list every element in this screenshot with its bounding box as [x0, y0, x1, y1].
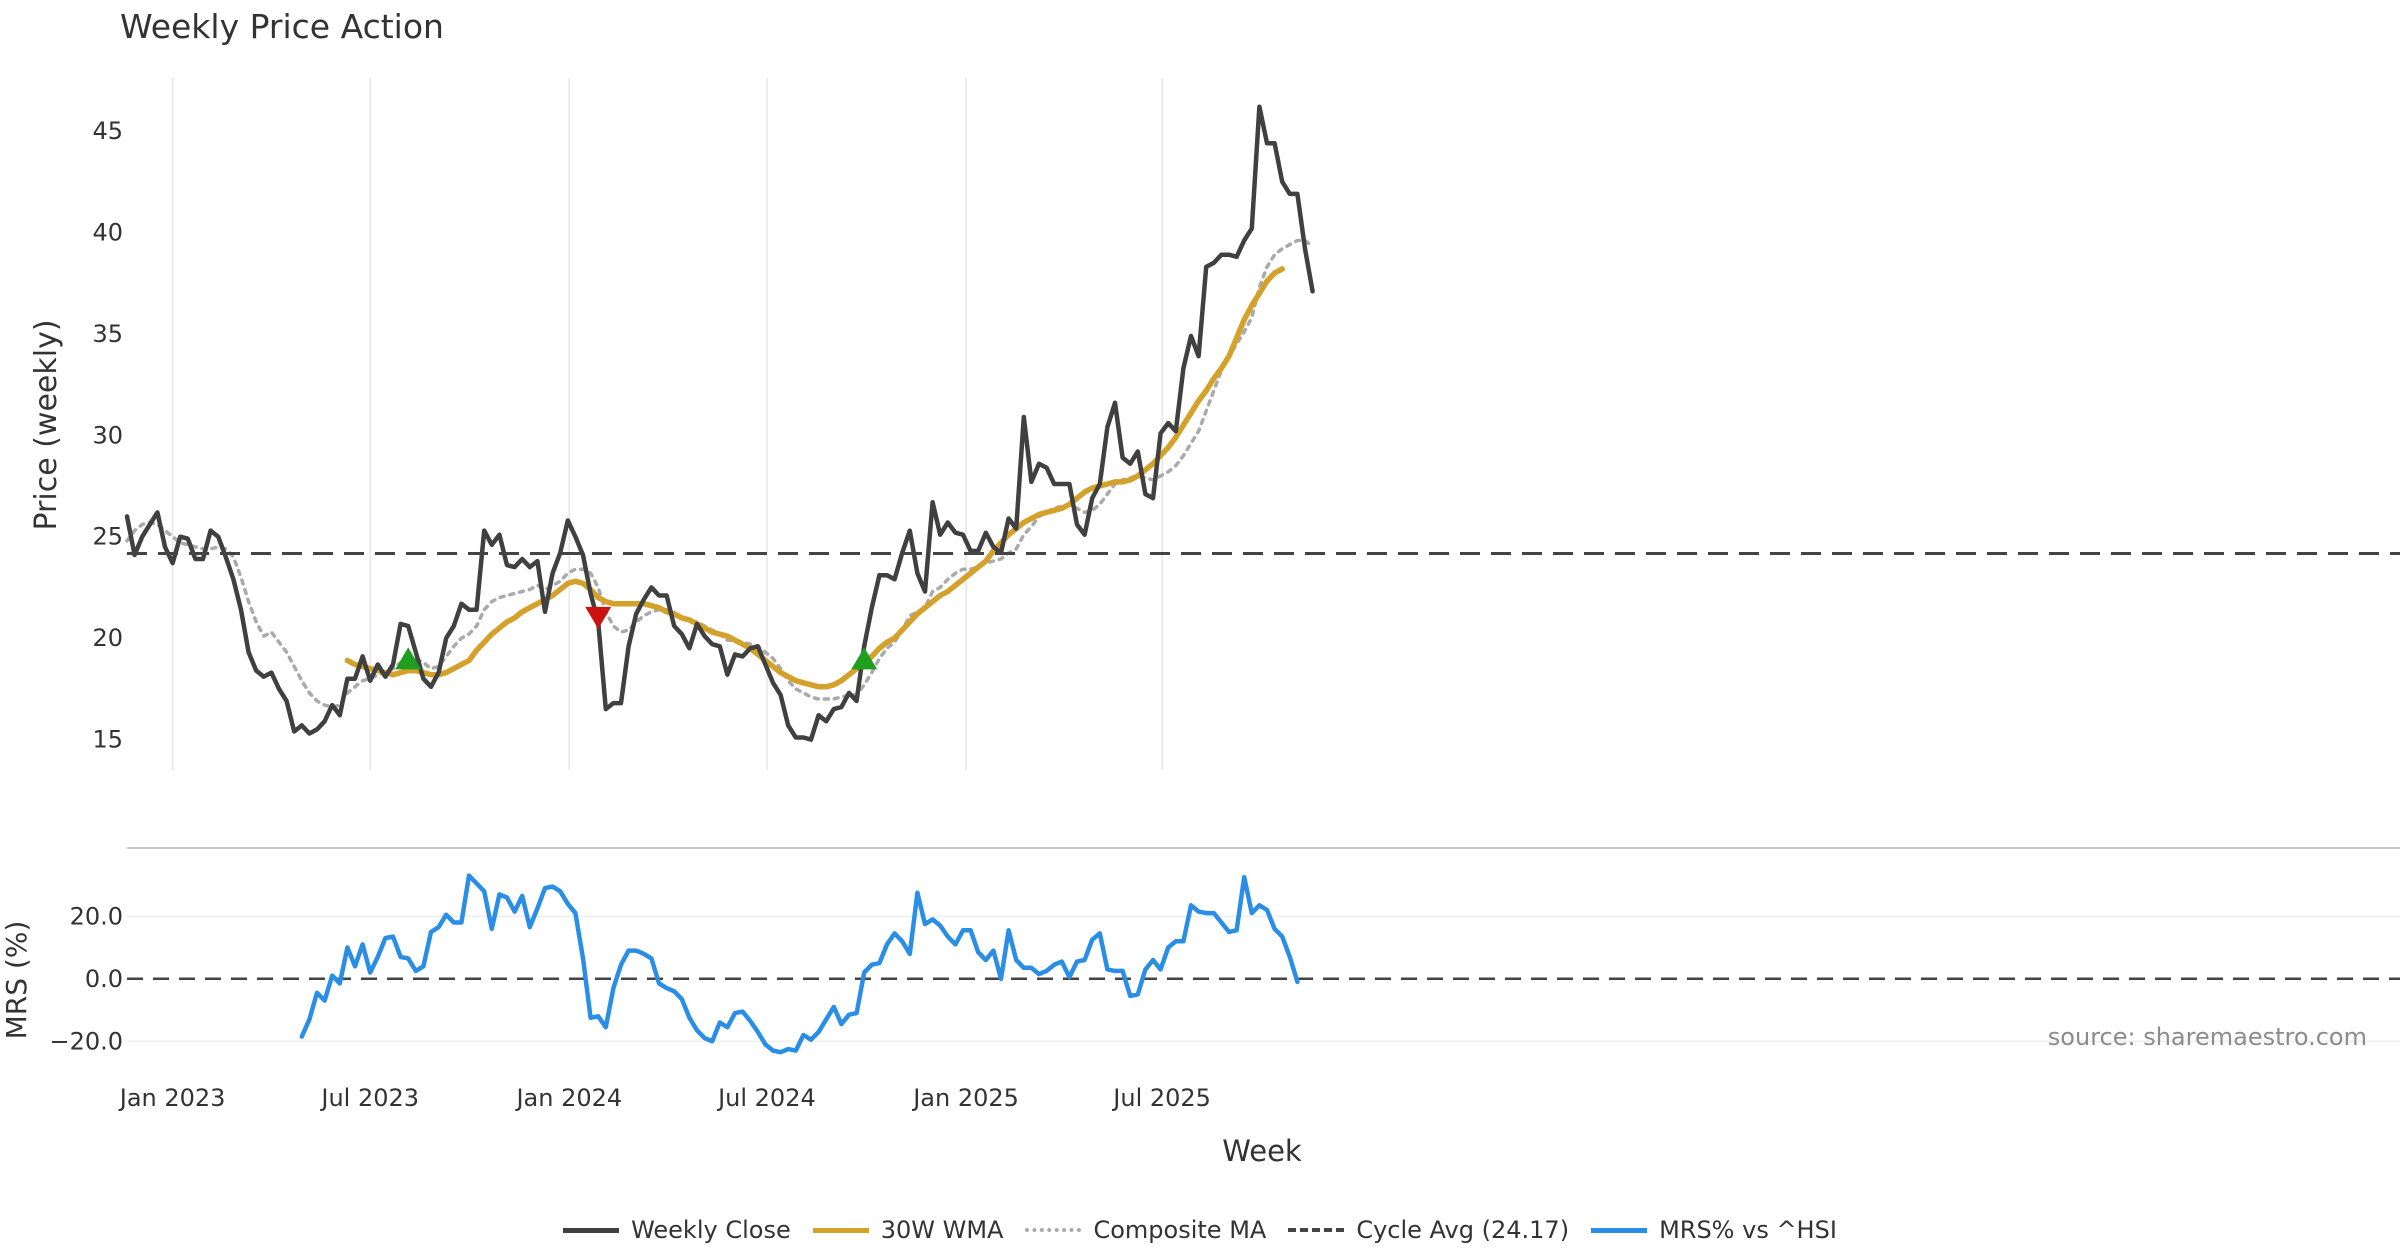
legend-swatch	[1025, 1228, 1082, 1232]
legend-label: Composite MA	[1093, 1216, 1267, 1244]
wma-30w-line	[344, 266, 1285, 690]
x-tick-label: Jan 2025	[911, 1084, 1019, 1112]
price-tick-label: 45	[92, 117, 123, 145]
mrs-tick-label: 20.0	[70, 902, 123, 930]
legend-item: 30W WMA	[812, 1216, 1004, 1244]
price-tick-label: 30	[92, 421, 123, 449]
sell-signal-marker	[585, 606, 612, 629]
price-tick-label: 25	[92, 523, 123, 551]
price-tick-label: 35	[92, 320, 123, 348]
legend-swatch	[563, 1227, 620, 1233]
x-tick-label: Jan 2023	[118, 1084, 226, 1112]
legend-label: Cycle Avg (24.17)	[1356, 1216, 1570, 1244]
legend-item: MRS% vs ^HSI	[1591, 1216, 1837, 1244]
legend-label: 30W WMA	[880, 1216, 1004, 1244]
legend-item: Weekly Close	[563, 1216, 791, 1244]
legend-item: Cycle Avg (24.17)	[1288, 1216, 1569, 1244]
x-tick-label: Jul 2023	[319, 1084, 419, 1112]
chart-legend: Weekly Close 30W WMA Composite MA Cycle Avg…	[0, 1210, 2400, 1250]
mrs-axis-label: MRS (%)	[0, 921, 33, 1040]
legend-swatch	[1288, 1228, 1345, 1232]
x-tick-label: Jul 2024	[716, 1084, 816, 1112]
mrs-y-axis: −20.0 0.0 20.0	[49, 902, 2400, 1055]
legend-swatch	[812, 1227, 869, 1233]
mrs-tick-label: 0.0	[85, 965, 123, 993]
x-axis: Jan 2023 Jul 2023 Jan 2024 Jul 2024 Jan 2025…	[118, 1084, 1211, 1112]
chart-title: Weekly Price Action	[120, 7, 444, 46]
buy-signal-marker	[851, 647, 878, 670]
vertical-gridlines	[171, 78, 1163, 770]
legend-label: MRS% vs ^HSI	[1659, 1216, 1837, 1244]
x-tick-label: Jan 2024	[514, 1084, 622, 1112]
x-axis-label: Week	[1222, 1134, 1302, 1168]
buy-signal-marker	[395, 647, 422, 670]
price-series-layer	[124, 104, 2400, 742]
price-tick-label: 20	[92, 624, 123, 652]
legend-swatch	[1591, 1227, 1648, 1233]
composite-ma-line	[125, 238, 1315, 709]
source-annotation: source: sharemaestro.com	[2048, 1023, 2367, 1051]
legend-label: Weekly Close	[631, 1216, 791, 1244]
mrs-line	[299, 873, 1300, 1055]
price-axis-label: Price (weekly)	[29, 319, 64, 530]
legend-item: Composite MA	[1025, 1216, 1266, 1244]
signal-markers	[395, 606, 878, 670]
mrs-series-layer	[299, 873, 1300, 1055]
price-y-axis: 15 20 25 30 35 40 45	[92, 117, 123, 754]
price-tick-label: 15	[92, 726, 123, 754]
weekly-close-line	[124, 104, 1315, 742]
x-tick-label: Jul 2025	[1111, 1084, 1211, 1112]
price-tick-label: 40	[92, 218, 123, 246]
mrs-tick-label: −20.0	[49, 1027, 123, 1055]
